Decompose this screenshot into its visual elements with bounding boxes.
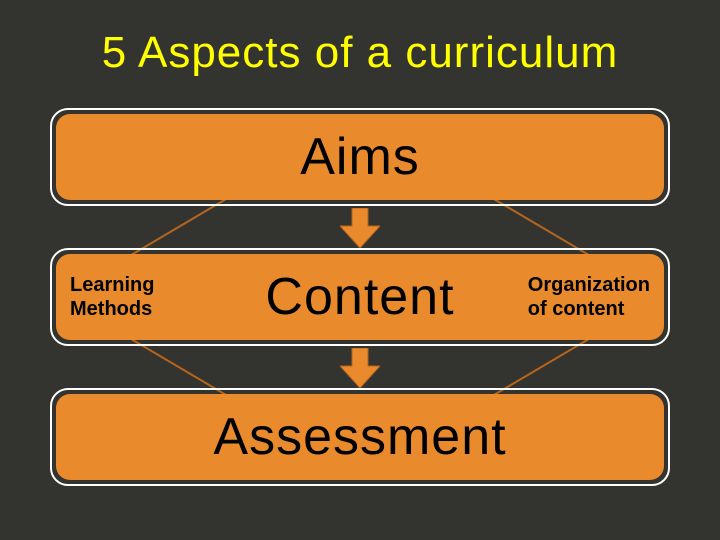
aspect-organization-label: Organizationof content: [528, 273, 650, 321]
aspect-learning-methods-label: LearningMethods: [70, 273, 154, 321]
aspect-aims-label: Aims: [56, 127, 664, 187]
aspect-row-content: LearningMethods Content Organizationof c…: [50, 248, 670, 346]
aspect-row-assessment: Assessment: [50, 388, 670, 486]
aspect-assessment-label: Assessment: [56, 407, 664, 467]
page-title: 5 Aspects of a curriculum: [0, 28, 720, 78]
arrow-down-2: [340, 348, 380, 388]
aspect-row-aims: Aims: [50, 108, 670, 206]
arrow-down-1: [340, 208, 380, 248]
